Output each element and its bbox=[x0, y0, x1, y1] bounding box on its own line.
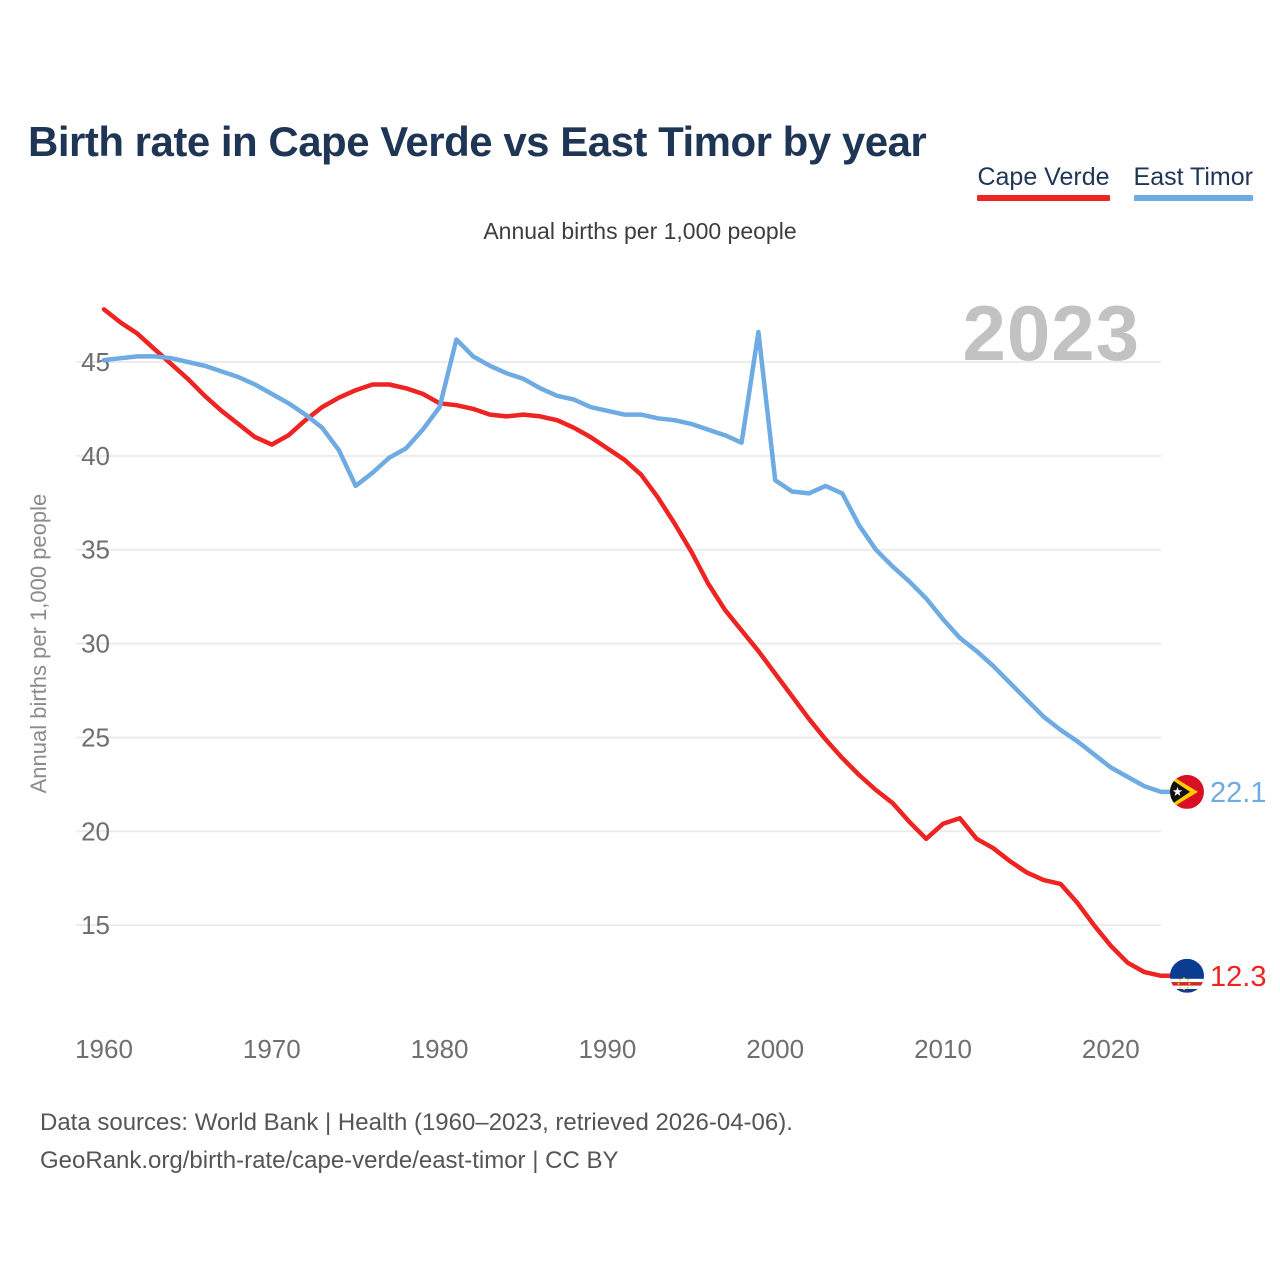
end-value-cape-verde: 12.3 bbox=[1210, 961, 1266, 993]
series-line-east-timor bbox=[101, 329, 1174, 795]
footer-url-line: GeoRank.org/birth-rate/cape-verde/east-t… bbox=[40, 1147, 619, 1174]
legend-label-east-timor: East Timor bbox=[1133, 163, 1253, 191]
legend-swatch-blue bbox=[1133, 195, 1253, 201]
legend: Cape Verde East Timor bbox=[977, 163, 1253, 201]
x-tick-1990: 1990 bbox=[578, 1034, 636, 1064]
legend-swatch-red bbox=[977, 195, 1110, 201]
x-tick-2020: 2020 bbox=[1082, 1034, 1140, 1064]
cape-verde-flag-icon bbox=[1170, 959, 1204, 993]
footer: Data sources: World Bank | Health (1960–… bbox=[40, 1104, 793, 1180]
y-tick-15: 15 bbox=[81, 910, 110, 940]
series-line-cape-verde bbox=[101, 307, 1174, 979]
x-tick-1970: 1970 bbox=[243, 1034, 301, 1064]
x-tick-2010: 2010 bbox=[914, 1034, 972, 1064]
year-watermark: 2023 bbox=[962, 289, 1140, 377]
legend-item-east-timor[interactable]: East Timor bbox=[1133, 163, 1253, 201]
legend-label-cape-verde: Cape Verde bbox=[977, 163, 1110, 191]
footer-source-line: Data sources: World Bank | Health (1960–… bbox=[40, 1109, 793, 1136]
y-tick-40: 40 bbox=[81, 441, 110, 471]
end-value-east-timor: 22.1 bbox=[1210, 777, 1266, 809]
x-tick-2000: 2000 bbox=[746, 1034, 804, 1064]
x-tick-1980: 1980 bbox=[411, 1034, 469, 1064]
y-tick-25: 25 bbox=[81, 722, 110, 752]
page-title: Birth rate in Cape Verde vs East Timor b… bbox=[28, 118, 927, 166]
y-tick-35: 35 bbox=[81, 535, 110, 565]
legend-item-cape-verde[interactable]: Cape Verde bbox=[977, 163, 1110, 201]
y-tick-30: 30 bbox=[81, 629, 110, 659]
y-tick-20: 20 bbox=[81, 816, 110, 846]
y-axis-title: Annual births per 1,000 people bbox=[26, 494, 51, 794]
x-tick-1960: 1960 bbox=[75, 1034, 133, 1064]
east-timor-flag-icon bbox=[1170, 775, 1204, 809]
chart-subtitle: Annual births per 1,000 people bbox=[483, 218, 797, 244]
